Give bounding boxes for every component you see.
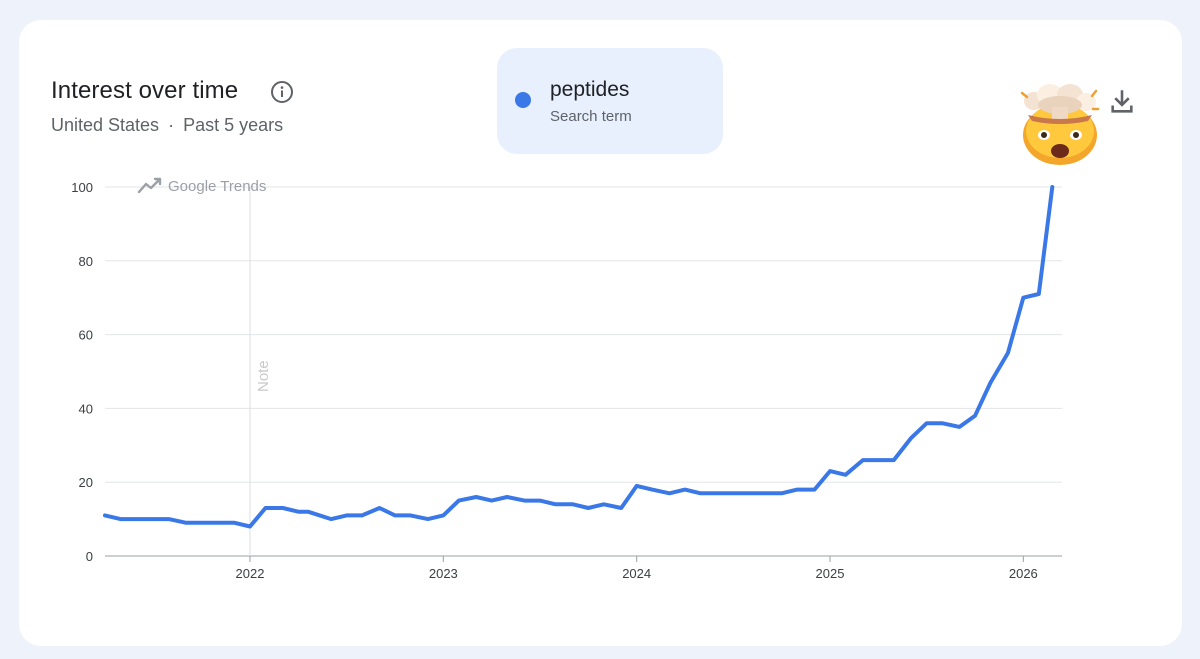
- legend-term-label: peptides: [550, 78, 630, 101]
- y-tick-label: 40: [79, 401, 93, 416]
- x-tick-label: 2023: [429, 566, 458, 581]
- x-tick-label: 2025: [816, 566, 845, 581]
- x-tick-label: 2022: [236, 566, 265, 581]
- watermark-label: Google Trends: [168, 178, 266, 195]
- x-tick-label: 2024: [622, 566, 651, 581]
- y-tick-label: 60: [79, 328, 93, 343]
- note-label: Note: [255, 360, 272, 392]
- period-label[interactable]: Past 5 years: [183, 115, 284, 135]
- google-trends-watermark: Google Trends: [137, 177, 266, 195]
- series-line-peptides: [103, 185, 1055, 529]
- y-tick-label: 80: [79, 254, 93, 269]
- download-icon[interactable]: [1108, 88, 1136, 116]
- chart-subtitle: United States · Past 5 years: [51, 115, 283, 136]
- subtitle-separator: ·: [168, 115, 175, 135]
- y-tick-label: 0: [86, 549, 93, 564]
- legend-term-subtitle: Search term: [550, 108, 632, 125]
- series-layer: [103, 185, 1055, 529]
- info-icon[interactable]: [270, 80, 294, 104]
- x-tick-label: 2026: [1009, 566, 1038, 581]
- y-tick-label: 100: [71, 180, 93, 195]
- legend-search-term[interactable]: peptides Search term: [497, 48, 723, 154]
- note-marker: Note: [249, 187, 272, 556]
- y-tick-label: 20: [79, 475, 93, 490]
- trends-icon: [137, 177, 162, 194]
- region-label[interactable]: United States: [51, 115, 160, 135]
- legend-color-dot: [515, 92, 531, 108]
- exploding-head-emoji: [1020, 84, 1100, 165]
- y-axis-ticks: 0 20 40 60 80 100: [71, 180, 93, 564]
- chart-title: Interest over time: [51, 77, 239, 104]
- x-axis-ticks: 2022 2023 2024 2025 2026: [236, 556, 1038, 581]
- gridlines: [105, 186, 1062, 557]
